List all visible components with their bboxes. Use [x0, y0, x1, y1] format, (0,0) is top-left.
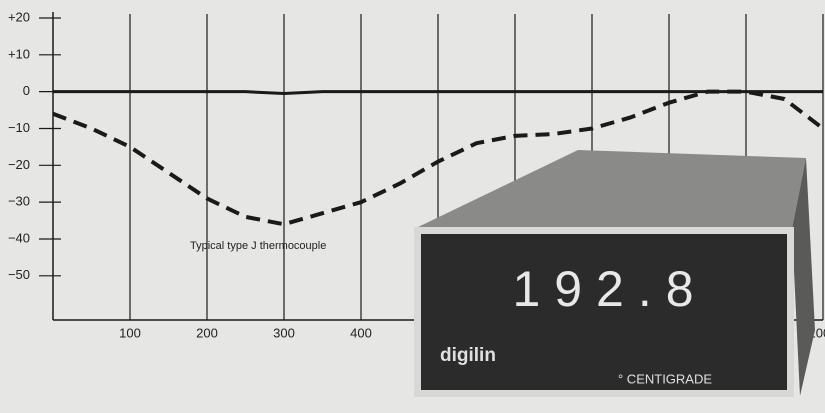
x-tick-label: 400: [350, 325, 372, 340]
device-side: [792, 158, 815, 396]
series-line: [53, 90, 823, 95]
annotation: Typical type J thermocouple: [190, 240, 326, 252]
y-tick-label: −20: [8, 157, 30, 172]
y-tick-label: −40: [8, 230, 30, 245]
y-tick-label: +10: [8, 46, 30, 61]
x-tick-label: 200: [196, 325, 218, 340]
y-tick-label: 0: [23, 83, 30, 98]
device-face: [421, 234, 787, 390]
device-top: [416, 150, 806, 229]
y-tick-label: −50: [8, 267, 30, 282]
device: 192.8 digilin ° CENTIGRADE: [414, 150, 815, 397]
series-line: [52, 89, 825, 227]
y-tick-label: −10: [8, 120, 30, 135]
y-tick-label: +20: [8, 9, 30, 24]
y-tick-label: −30: [8, 194, 30, 209]
unit-label: ° CENTIGRADE: [618, 371, 712, 386]
brand: digilin: [440, 345, 496, 366]
x-tick-label: 300: [273, 325, 295, 340]
display-reading: 192.8: [512, 261, 707, 317]
x-tick-label: 100: [119, 325, 141, 340]
